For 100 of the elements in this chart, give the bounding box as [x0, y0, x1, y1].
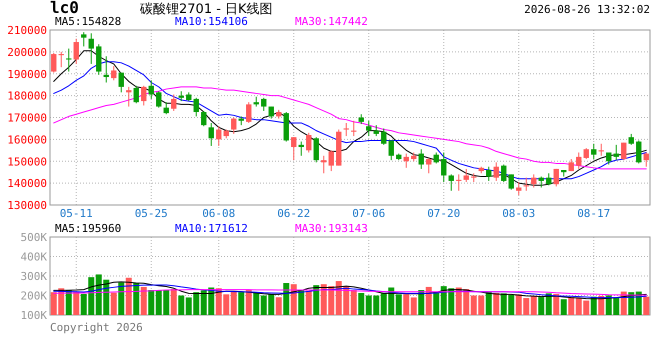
chart-title: 碳酸锂2701 - 日K线图: [139, 2, 273, 17]
x-tick-label: 07-06: [352, 207, 386, 220]
candlestick: [51, 52, 56, 74]
y-tick-label: 210000: [7, 24, 47, 37]
candlestick: [584, 148, 589, 160]
candlestick: [591, 143, 596, 160]
candlestick: [268, 106, 274, 120]
candlestick: [74, 38, 79, 64]
text: MA30:147442: [295, 15, 368, 28]
chart-subtitle: lc0: [50, 0, 79, 17]
x-tick-label: 08-17: [577, 207, 610, 220]
candlestick: [628, 133, 634, 146]
text: MA30:193143: [295, 222, 368, 235]
candlestick: [298, 141, 304, 156]
candlestick: [374, 124, 379, 137]
candlestick: [104, 56, 109, 83]
candlestick: [344, 122, 349, 137]
candlestick: [231, 117, 236, 134]
candlestick: [314, 136, 319, 163]
candlestick: [171, 94, 176, 112]
x-tick-label: 05-25: [134, 207, 168, 220]
candlestick: [404, 153, 409, 168]
candlestick: [531, 174, 536, 188]
candlestick: [208, 122, 214, 146]
x-tick-label: 07-20: [427, 207, 460, 220]
candlestick: [291, 136, 296, 161]
candlestick: [448, 174, 454, 192]
text: MA5:154828: [55, 15, 122, 28]
candlestick: [381, 128, 386, 146]
candlestick: [321, 155, 326, 174]
text: 2026-08-26 13:32:02: [524, 3, 650, 16]
y-tick-label: 150000: [7, 155, 47, 168]
candlestick: [58, 51, 64, 68]
candlestick: [516, 182, 522, 196]
candlestick: [464, 168, 469, 183]
candlestick: [568, 158, 574, 172]
candlestick: [501, 164, 506, 183]
candlestick: [66, 48, 72, 72]
y-tick-label: 300K: [20, 270, 48, 283]
candlestick: [366, 120, 372, 137]
candlestick: [554, 168, 559, 187]
candlestick: [134, 85, 139, 104]
text: MA5:195960: [55, 222, 122, 235]
candlestick: [261, 97, 266, 112]
y-tick-label: 100K: [20, 309, 48, 322]
candlestick: [358, 114, 364, 125]
candlestick: [156, 90, 162, 108]
text: Copyright 2026: [50, 321, 143, 334]
candlestick: [81, 32, 86, 47]
y-tick-label: 180000: [7, 90, 47, 103]
line-series: [53, 284, 647, 298]
candlestick: [486, 166, 492, 182]
candlestick: [306, 132, 312, 153]
candlestick: [434, 152, 439, 164]
candlestick: [598, 143, 604, 156]
x-tick-label: 06-08: [202, 207, 236, 220]
candlestick: [546, 172, 552, 186]
candlestick: [636, 140, 642, 164]
y-tick-label: 170000: [7, 112, 47, 124]
candlestick: [246, 102, 252, 124]
candlestick: [644, 152, 649, 168]
candlestick: [538, 176, 544, 188]
candlestick: [178, 90, 184, 102]
x-tick-label: 06-22: [277, 207, 310, 220]
candlestick: [194, 97, 199, 117]
text: MA10:154106: [175, 15, 248, 28]
candlestick: [426, 157, 432, 174]
candlestick: [111, 66, 116, 81]
candlestick: [164, 102, 169, 115]
y-tick-label: 190000: [7, 68, 47, 81]
candlestick: [216, 126, 222, 146]
y-tick-label: 500K: [20, 231, 48, 244]
candlestick: [201, 110, 206, 127]
candlestick: [456, 174, 462, 192]
x-tick-label: 08-03: [502, 207, 536, 220]
candlestick: [494, 162, 499, 182]
y-tick-label: 130000: [7, 199, 47, 212]
candlestick: [614, 144, 619, 161]
candlestick: [141, 85, 146, 106]
candlestick: [576, 152, 582, 170]
candlestick: [524, 177, 529, 192]
x-tick-label: 05-11: [60, 207, 93, 220]
candlestick: [388, 140, 394, 161]
candlestick: [126, 86, 132, 108]
candlestick: [418, 148, 424, 170]
y-tick-label: 400K: [20, 250, 48, 264]
candlestick: [621, 142, 626, 161]
candlestick: [508, 174, 514, 190]
line-series: [53, 281, 647, 300]
y-tick-label: 200K: [20, 290, 48, 302]
candlestick: [441, 152, 446, 183]
candlestick: [254, 96, 259, 108]
candlestick: [606, 152, 612, 166]
candlestick: [148, 80, 154, 100]
candlestick: [351, 120, 356, 137]
text: MA10:171612: [175, 222, 248, 235]
candlestick: [328, 150, 334, 172]
y-tick-label: 200000: [7, 46, 47, 59]
y-tick-label: 140000: [7, 177, 47, 190]
y-tick-label: 160000: [7, 133, 47, 146]
